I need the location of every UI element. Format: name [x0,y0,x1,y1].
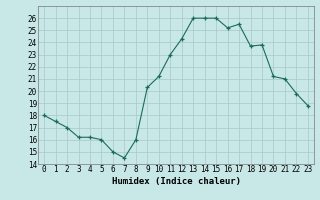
X-axis label: Humidex (Indice chaleur): Humidex (Indice chaleur) [111,177,241,186]
